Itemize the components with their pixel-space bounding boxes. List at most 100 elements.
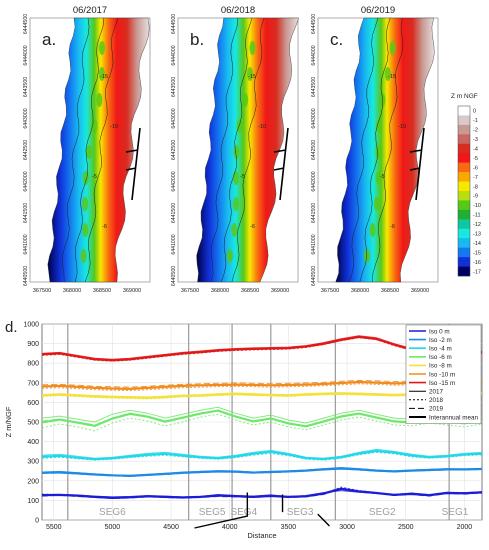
contour-label: -6: [102, 224, 107, 230]
colorbar-cell: [458, 162, 470, 173]
map-date-title: 06/2017: [73, 5, 107, 16]
sandbar-blob: [376, 119, 383, 133]
contour-label: -15: [100, 74, 108, 80]
sandbar-blob: [231, 223, 238, 237]
colorbar-tick: -3: [473, 137, 478, 143]
colorbar-cell: [458, 266, 470, 277]
colorbar-tick: -13: [473, 232, 481, 238]
map-panel-a: -15 -10 -5 -6 06/2017 a. 6444500 6444000 6443500…: [23, 5, 151, 294]
sandbar-blob: [389, 41, 396, 55]
map-y-tick: 6441000: [171, 234, 177, 254]
colorbar-tick: -11: [473, 213, 481, 219]
map-y-tick: 6442500: [171, 140, 177, 160]
legend-label: Iso -4 m: [429, 346, 452, 353]
colorbar-frame: [457, 105, 471, 277]
map-letter: a.: [42, 30, 56, 49]
sandbar-blob: [96, 93, 103, 107]
sandbar-blob: [375, 145, 382, 159]
map-y-tick: 6443000: [23, 108, 29, 128]
map-y-tick: 6443500: [311, 77, 317, 97]
colorbar-tick: -10: [473, 203, 481, 209]
colorbar-tick: -1: [473, 118, 478, 124]
legend-label: Iso -15 m: [429, 380, 455, 387]
legend-label: Interannual mean: [429, 414, 479, 421]
depth-contour: [210, 17, 239, 283]
sandbar-blob: [232, 197, 239, 211]
colorbar-cell: [458, 106, 470, 116]
segment-label: SEG5: [199, 507, 226, 518]
map-x-tick: 368000: [211, 288, 229, 294]
colorbar-cell: [458, 209, 470, 220]
map-y-tick: 6441500: [171, 203, 177, 223]
colorbar-tick: -6: [473, 165, 478, 171]
contour-label: -10: [398, 124, 406, 130]
sandbar-blob: [82, 197, 89, 211]
x-tick-label: 4000: [222, 524, 238, 531]
x-tick-label: 5000: [105, 524, 121, 531]
sandbar-blob: [375, 171, 382, 185]
colorbar-cell: [458, 172, 470, 182]
coastal-structure: [125, 127, 141, 201]
map-y-tick: 6442500: [311, 140, 317, 160]
map-letter: b.: [190, 30, 204, 49]
map-y-tick: 6442000: [311, 171, 317, 191]
map-y-tick: 6444000: [171, 45, 177, 65]
legend-label: 2017: [429, 389, 444, 396]
colorbar-tick: -12: [473, 222, 481, 228]
panel-letter-d: d.: [5, 319, 18, 336]
colorbar-tick: -16: [473, 260, 481, 266]
map-y-tick: 6443000: [171, 108, 177, 128]
y-tick-label: 0: [35, 518, 39, 525]
depth-contour: [62, 17, 90, 283]
colorbar-cell: [458, 181, 470, 192]
map-y-tick: 6441500: [23, 203, 29, 223]
map-y-tick: 6443500: [23, 77, 29, 97]
depth-contour: [348, 17, 379, 283]
colorbar-tick: -7: [473, 175, 478, 181]
x-tick-label: 4500: [163, 524, 179, 531]
map-y-tick: 6444500: [311, 14, 317, 34]
map-x-tick: 367500: [33, 288, 51, 294]
sandbar-blob: [247, 67, 254, 81]
colorbar-tick: -5: [473, 156, 478, 162]
map-x-tick: 368000: [351, 288, 369, 294]
series-iso--4-m: [41, 448, 483, 461]
colorbar-cell: [458, 238, 470, 248]
contour-label: -15: [248, 74, 256, 80]
map-y-tick: 6443500: [171, 77, 177, 97]
segment-label: SEG4: [230, 507, 257, 518]
isobath-chart: d. 0 100 200 300 400 500 600 700 800 900 1000 5500 50…: [4, 319, 483, 540]
contour-label: -10: [110, 124, 118, 130]
series-line-mean: [41, 449, 483, 461]
depth-contour: [84, 17, 119, 283]
map-y-tick: 6442500: [23, 140, 29, 160]
series-line-2018: [41, 413, 483, 432]
colorbar-cell: [458, 247, 470, 258]
series-line-2018: [41, 383, 483, 392]
map-y-tick: 6444500: [23, 14, 29, 34]
colorbar-title: Z m NGF: [451, 93, 478, 100]
contour-label: -5: [380, 174, 385, 180]
map-y-tick: 6440500: [171, 266, 177, 286]
depth-contour: [372, 17, 404, 283]
x-tick-label: 3500: [281, 524, 297, 531]
colorbar-cell: [458, 219, 470, 230]
colorbar-tick: -8: [473, 184, 478, 190]
y-tick-label: 200: [27, 478, 39, 485]
map-x-tick: 368500: [241, 288, 259, 294]
coastal-structure: [409, 127, 425, 201]
colorbar-tick: 0: [473, 109, 476, 115]
sandbar-blob: [249, 41, 256, 55]
colorbar-tick: -17: [473, 269, 481, 275]
map-y-tick: 6444000: [311, 45, 317, 65]
map-date-title: 06/2019: [361, 5, 395, 16]
sandbar-blob: [369, 223, 376, 237]
colorbar-cell: [458, 228, 470, 239]
segment-label: SEG2: [369, 507, 396, 518]
colorbar-cell: [458, 191, 470, 201]
colorbar-cell: [458, 115, 470, 126]
colorbar-tick: -9: [473, 194, 478, 200]
colorbar-cell: [458, 143, 470, 154]
sandbar-blob: [242, 93, 249, 107]
